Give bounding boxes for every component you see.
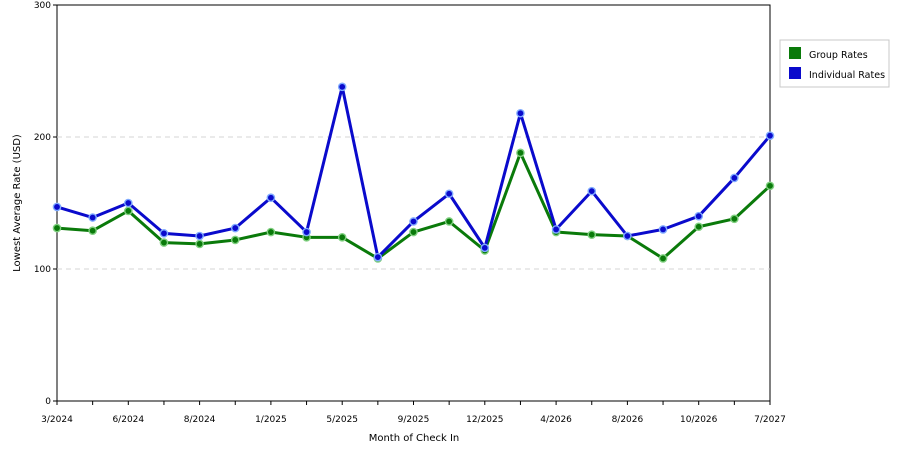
data-point-group-rates — [52, 223, 62, 233]
y-tick-label: 100 — [34, 265, 51, 275]
legend-swatch-individual-rates — [789, 67, 801, 79]
data-point-individual-rates — [302, 227, 311, 237]
data-point-group-rates — [516, 148, 525, 158]
x-tick-label: 10/2026 — [680, 415, 718, 425]
data-point-individual-rates — [88, 213, 97, 222]
data-point-group-rates — [730, 214, 739, 224]
y-axis-title: Lowest Average Rate (USD) — [12, 134, 23, 272]
axes: 0 100 200 300 3/2024 6/2024 8/2024 1/2025 5/2025… — [34, 1, 786, 425]
data-point-individual-rates — [730, 173, 739, 183]
data-point-group-rates — [337, 233, 347, 242]
x-tick-label: 12/2025 — [466, 415, 503, 425]
data-point-group-rates — [587, 230, 597, 239]
data-point-group-rates — [444, 217, 454, 226]
data-point-group-rates — [658, 254, 668, 263]
legend-label-individual-rates: Individual Rates — [809, 70, 885, 81]
x-tick-label: 5/2025 — [326, 415, 358, 425]
data-point-individual-rates — [658, 225, 668, 234]
data-point-individual-rates — [623, 231, 632, 241]
data-point-individual-rates — [159, 229, 169, 238]
x-axis-title: Month of Check In — [369, 433, 460, 444]
data-point-group-rates — [266, 227, 276, 237]
data-point-individual-rates — [124, 198, 133, 208]
data-point-group-rates — [124, 206, 133, 216]
data-point-group-rates — [159, 238, 169, 247]
data-point-group-rates — [230, 235, 240, 245]
x-tick-label: 7/2027 — [754, 415, 786, 425]
data-point-individual-rates — [551, 225, 561, 234]
x-tick-label: 8/2024 — [184, 415, 216, 425]
data-point-individual-rates — [765, 131, 775, 140]
data-point-individual-rates — [230, 223, 240, 233]
x-tick-label: 8/2026 — [612, 415, 644, 425]
data-point-individual-rates — [587, 186, 597, 196]
x-tick-label: 9/2025 — [398, 415, 430, 425]
y-tick-label: 0 — [45, 397, 51, 407]
data-point-individual-rates — [266, 193, 276, 203]
data-point-individual-rates — [337, 82, 347, 92]
data-point-individual-rates — [444, 189, 454, 199]
x-tick-label: 3/2024 — [41, 415, 73, 425]
data-point-individual-rates — [373, 252, 383, 262]
y-tick-label: 200 — [34, 133, 51, 143]
x-tick-label: 1/2025 — [255, 415, 287, 425]
data-point-group-rates — [88, 226, 97, 236]
y-tick-label: 300 — [34, 1, 51, 11]
legend-swatch-group-rates — [789, 47, 801, 59]
x-tick-label: 4/2026 — [540, 415, 572, 425]
plot-area — [56, 4, 771, 402]
grid-lines — [57, 136, 770, 270]
data-point-group-rates — [765, 181, 775, 191]
data-point-group-rates — [694, 222, 704, 232]
data-point-individual-rates — [516, 108, 525, 118]
series-layer — [52, 82, 775, 263]
data-point-individual-rates — [694, 211, 704, 221]
data-point-individual-rates — [195, 231, 204, 241]
x-tick-label: 6/2024 — [112, 415, 144, 425]
legend: Group Rates Individual Rates — [779, 39, 890, 88]
data-point-individual-rates — [480, 243, 490, 253]
data-point-individual-rates — [52, 202, 62, 212]
data-point-individual-rates — [409, 217, 418, 226]
data-point-group-rates — [409, 227, 418, 237]
legend-label-group-rates: Group Rates — [809, 50, 868, 61]
data-point-group-rates — [195, 239, 204, 249]
